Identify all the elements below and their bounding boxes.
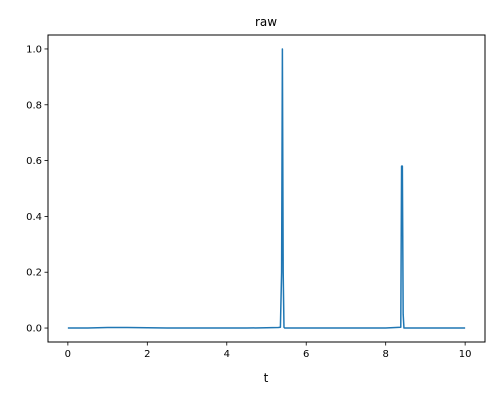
y-tick-label: 0.6	[26, 156, 42, 167]
x-tick-label: 4	[224, 349, 230, 360]
x-axis-label: t	[264, 371, 269, 385]
y-tick-label: 0.0	[26, 324, 42, 335]
x-tick-label: 0	[65, 349, 71, 360]
y-tick-label: 0.4	[26, 212, 42, 223]
x-tick-label: 10	[459, 349, 472, 360]
y-tick-label: 0.2	[26, 268, 42, 279]
x-tick-label: 6	[303, 349, 309, 360]
chart-title: raw	[255, 15, 277, 29]
series-line	[67, 48, 466, 329]
y-tick-label: 1.0	[26, 44, 42, 55]
x-axis-ticks: 0 2 4 6 8 10	[65, 342, 472, 360]
y-axis-ticks: 0.0 0.2 0.4 0.6 0.8 1.0	[26, 44, 48, 335]
x-tick-label: 2	[144, 349, 150, 360]
axes-frame	[47, 34, 486, 343]
plot-area	[67, 48, 466, 329]
x-tick-label: 8	[382, 349, 388, 360]
y-tick-label: 0.8	[26, 100, 42, 111]
